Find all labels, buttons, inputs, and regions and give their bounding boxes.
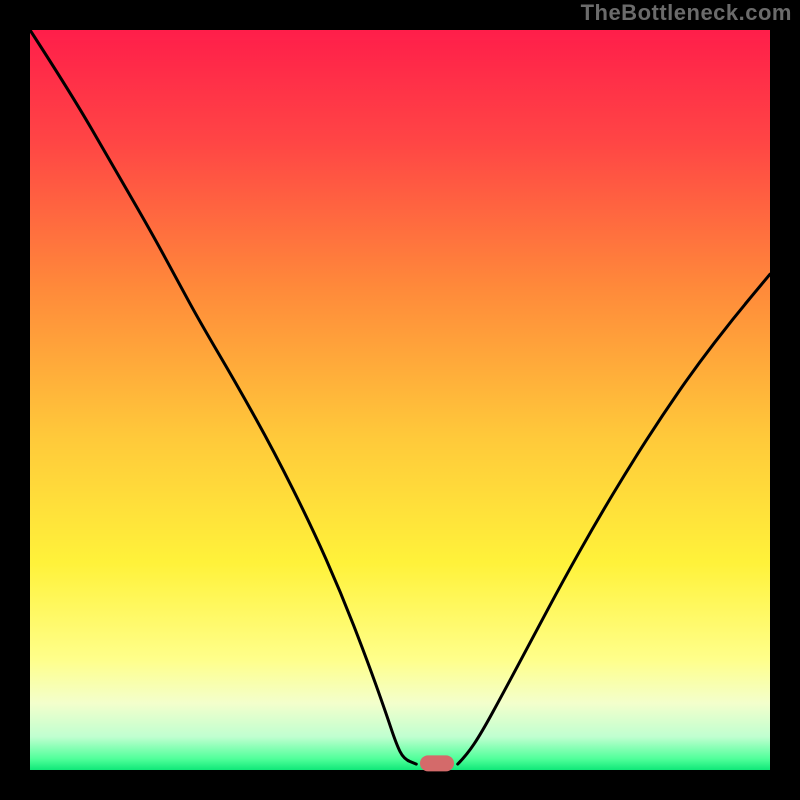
bottleneck-chart bbox=[0, 0, 800, 800]
watermark-text: TheBottleneck.com bbox=[581, 0, 792, 26]
plot-gradient bbox=[30, 30, 770, 770]
chart-container: TheBottleneck.com bbox=[0, 0, 800, 800]
optimal-marker bbox=[420, 755, 454, 771]
